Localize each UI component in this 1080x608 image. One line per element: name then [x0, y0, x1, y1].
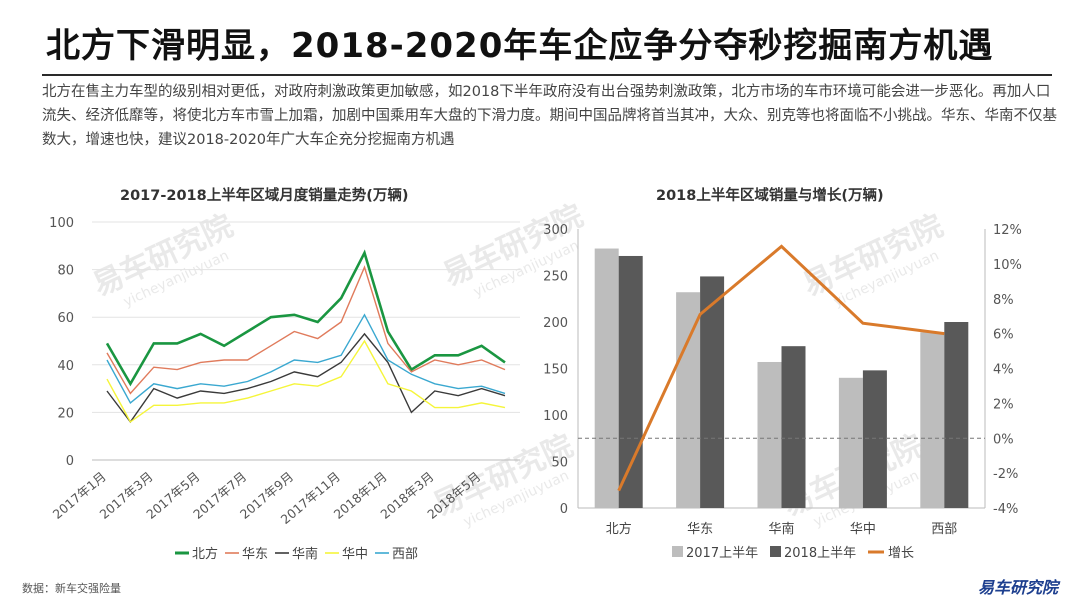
y-tick-label: 50	[551, 456, 568, 471]
category-label: 北方	[606, 521, 632, 537]
series-line-south	[106, 332, 506, 424]
legend-label-west: 西部	[392, 547, 418, 562]
legend-label-2018: 2018上半年	[784, 546, 856, 561]
category-label: 西部	[931, 522, 957, 537]
bar-2017	[676, 292, 701, 508]
description-text: 北方在售主力车型的级别相对更低，对政府刺激政策更加敏感，如2018下半年政府没有…	[42, 84, 1057, 148]
bar-2018	[700, 276, 725, 508]
y-tick-label: 300	[543, 223, 568, 238]
series-line-east	[106, 265, 506, 395]
data-source-note: 数据：新车交强险量	[22, 582, 121, 595]
legend-label-growth: 增长	[888, 546, 914, 561]
bar-2018	[944, 322, 969, 508]
legend-swatch-2017	[672, 546, 683, 557]
bar-2018	[781, 346, 806, 508]
growth-line	[617, 244, 945, 492]
legend-label-east: 华东	[242, 547, 268, 562]
bar-2018	[618, 255, 643, 508]
category-label: 华南	[768, 521, 794, 537]
bar-2018	[862, 370, 887, 508]
y-tick-label: 100	[543, 409, 568, 424]
y-tick-label: 200	[543, 316, 568, 331]
y-tick-label: 0	[66, 454, 74, 469]
y2-tick-label: -4%	[993, 502, 1018, 517]
category-label: 华中	[850, 522, 876, 537]
page-title: 北方下滑明显，2018-2020年车企应争分夺秒挖掘南方机遇	[46, 26, 994, 66]
series-line-west	[106, 313, 506, 404]
y2-tick-label: 2%	[993, 397, 1014, 412]
legend-label-central: 华中	[342, 547, 368, 562]
y-tick-label: 100	[49, 216, 74, 231]
y-tick-label: 20	[57, 406, 74, 421]
series-line-north	[105, 249, 506, 387]
bar-2017	[920, 332, 945, 508]
y-tick-label: 60	[57, 311, 74, 326]
y2-tick-label: 10%	[993, 258, 1022, 273]
y-tick-label: 40	[57, 359, 74, 374]
legend-label-south: 华南	[292, 546, 318, 562]
title-divider	[42, 74, 1052, 76]
y-tick-label: 0	[560, 502, 568, 517]
y2-tick-label: -2%	[993, 467, 1018, 482]
legend-label-north: 北方	[192, 546, 218, 562]
bar-chart-title: 2018上半年区域销量与增长(万辆)	[656, 188, 884, 204]
bar-2017	[757, 361, 782, 508]
y-tick-label: 80	[57, 264, 74, 279]
y-tick-label: 250	[543, 270, 568, 285]
y2-tick-label: 12%	[993, 223, 1022, 238]
y2-tick-label: 4%	[993, 363, 1014, 378]
category-label: 华东	[687, 522, 713, 537]
y-tick-label: 150	[543, 363, 568, 378]
legend-label-2017: 2017上半年	[686, 546, 758, 561]
legend-swatch-2018	[770, 546, 781, 557]
y2-tick-label: 8%	[993, 293, 1014, 308]
y2-tick-label: 6%	[993, 328, 1014, 343]
brand-logo: 易车研究院	[977, 578, 1058, 597]
y2-tick-label: 0%	[993, 432, 1014, 447]
line-chart-title: 2017-2018上半年区域月度销量走势(万辆)	[120, 188, 409, 204]
series-line-central	[106, 339, 506, 423]
bar-2017	[838, 377, 863, 508]
bar-2017	[594, 248, 619, 508]
